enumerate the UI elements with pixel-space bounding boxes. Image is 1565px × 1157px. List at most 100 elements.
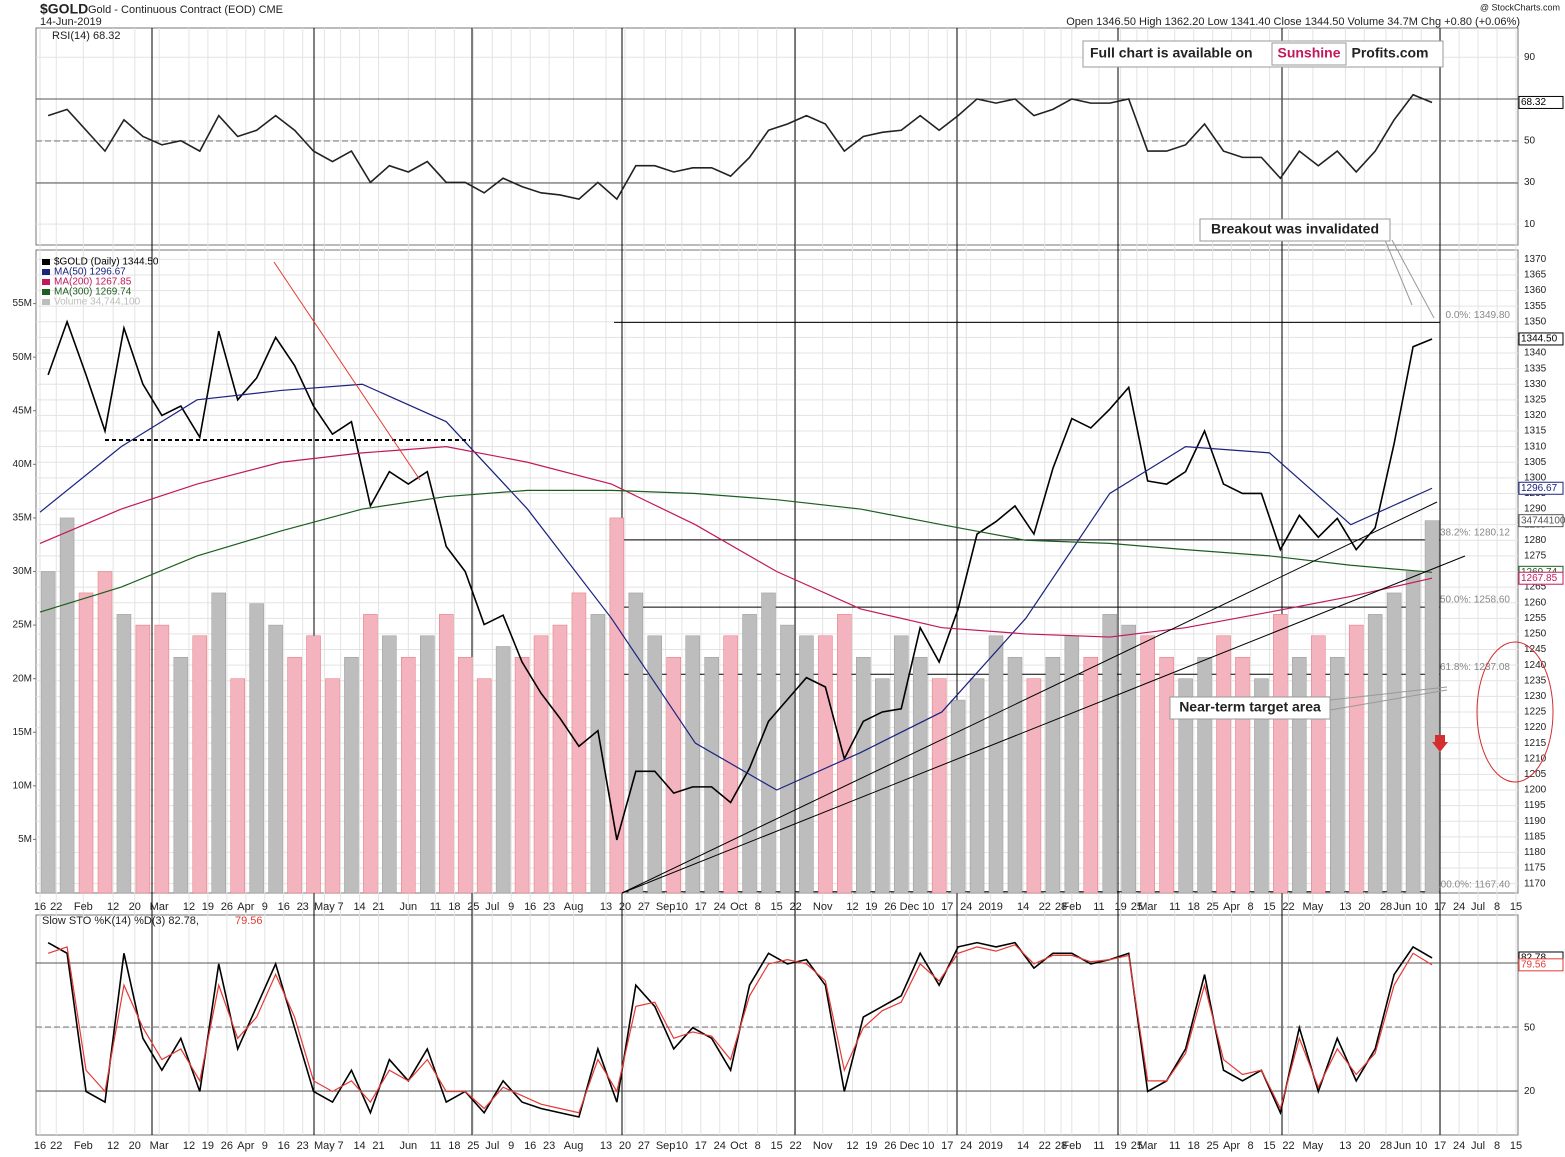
x-tick-label: 11 (1169, 1140, 1180, 1152)
value-tag (1518, 514, 1564, 528)
volume-bar (856, 656, 871, 894)
fib-label: 38.2%: 1280.12 (1440, 528, 1510, 539)
x-tick-label: Jun (399, 901, 417, 913)
x-tick-label: 7 (338, 1140, 344, 1152)
x-tick-label: 12 (846, 1140, 858, 1152)
x-tick-label: 20 (129, 1140, 141, 1152)
x-tick-label: 15 (1510, 1140, 1522, 1152)
x-tick-label: 14 (353, 901, 365, 913)
volume-bar (59, 517, 75, 894)
banner-box (1082, 40, 1444, 68)
volume-bar (590, 614, 606, 894)
x-tick-label: May (1302, 901, 1323, 913)
x-tick-label: 24 (714, 901, 726, 913)
x-tick-label: 17 (941, 1140, 953, 1152)
y-tick-label: 1195 (1524, 800, 1546, 811)
x-tick-label: 20 (619, 901, 631, 913)
x-tick-label: 13 (1339, 1140, 1351, 1152)
x-tick-label: 25 (1131, 1140, 1143, 1152)
y-tick-label: 1325 (1524, 394, 1547, 405)
x-tick-label: 12 (107, 901, 119, 913)
y-tick-label: 50 (1524, 1022, 1536, 1033)
drawings: Breakout was invalidated Near-term targe… (105, 40, 1554, 894)
volume-bar (893, 635, 909, 894)
x-tick-label: 25 (467, 1140, 479, 1152)
volume-bar (533, 635, 549, 894)
volume-bar (135, 624, 151, 894)
value-tag-label: 79.56 (1521, 959, 1546, 970)
callout-line (1384, 239, 1413, 306)
x-tick-label: 20 (129, 901, 141, 913)
volume-bar (1045, 656, 1061, 894)
volume-bar (1386, 592, 1402, 894)
callout-box (1169, 696, 1331, 720)
x-tick-label: 14 (1017, 1140, 1029, 1152)
y-tick-label: 1230 (1524, 691, 1547, 702)
x-tick-label: Jul (485, 1140, 499, 1152)
y-tick-label: 1315 (1524, 426, 1547, 437)
x-tick-label: 16 (278, 1140, 290, 1152)
y-tick-label: 1320 (1524, 410, 1547, 421)
value-tag-label: 1296.67 (1521, 483, 1558, 494)
fib-label: 50.0%: 1258.60 (1440, 595, 1510, 606)
x-tick-label: 18 (1188, 1140, 1200, 1152)
x-tick-label: May (314, 1140, 335, 1152)
volume-bar (1273, 614, 1288, 894)
x-tick-label: 17 (695, 1140, 707, 1152)
volume-bar (192, 635, 208, 894)
x-tick-label: Mar (1138, 1140, 1157, 1152)
sto-title: Slow STO %K(14) %D(3) 82.78, (42, 915, 199, 927)
x-tick-label: Aug (564, 901, 584, 913)
y-tick-label: 1185 (1524, 831, 1546, 842)
volume-bar (1311, 635, 1326, 894)
value-tag (1518, 958, 1564, 972)
x-tick-label: 27 (638, 1140, 650, 1152)
x-tick-label: 12 (107, 1140, 119, 1152)
x-tick-label: 8 (1494, 901, 1500, 913)
x-tick-label: 27 (638, 901, 650, 913)
x-tick-label: 22 (1282, 1140, 1294, 1152)
x-tick-label: 7 (338, 901, 344, 913)
brand: Sunshine (1277, 45, 1340, 61)
x-tick-label: 8 (1248, 901, 1254, 913)
volume-bar (818, 635, 833, 894)
y-tick-label: 1180 (1524, 847, 1546, 858)
volume-bar (571, 592, 587, 894)
x-tick-label: Dec (900, 1140, 920, 1152)
y-tick-label: 1300 (1524, 472, 1547, 483)
volume-bar (799, 635, 814, 894)
volume-bar (154, 624, 170, 894)
x-tick-label: May (1302, 1140, 1323, 1152)
volume-bar (1330, 656, 1345, 894)
x-tick-label: Feb (74, 901, 93, 913)
x-tick-label: 14 (353, 1140, 365, 1152)
y-tick-label: 1240 (1524, 660, 1547, 671)
volume-bar (931, 678, 947, 894)
y2-tick-label: 25M (13, 620, 32, 631)
volume-bar (457, 656, 473, 894)
series-line (47, 93, 1433, 201)
x-tick-label: 19 (1114, 901, 1126, 913)
x-tick-label: 11 (430, 1140, 441, 1152)
volume-bar (1159, 656, 1174, 894)
volume-bar (420, 635, 435, 894)
x-tick-label: 11 (1093, 1140, 1104, 1152)
x-tick-label: 12 (846, 901, 858, 913)
x-tick-label: 24 (714, 1140, 726, 1152)
volume-bar (666, 656, 681, 894)
symbol: $GOLD (40, 1, 88, 17)
y2-tick-label: 10M (13, 780, 32, 791)
x-tick-label: 24 (1453, 1140, 1465, 1152)
volume-bar (1026, 678, 1042, 894)
legend-label: $GOLD (Daily) 1344.50 (54, 257, 159, 268)
volume-bar (912, 656, 928, 894)
x-tick-label: 26 (884, 901, 896, 913)
volume-bar (514, 656, 530, 894)
volume-bar (723, 635, 738, 894)
x-tick-label: 19 (1114, 1140, 1126, 1152)
x-tick-label: Jul (1471, 1140, 1485, 1152)
y-tick-label: 1245 (1524, 644, 1547, 655)
x-tick-label: 28 (1055, 1140, 1067, 1152)
x-tick-label: 21 (372, 901, 384, 913)
y2-tick-label: 45M (13, 405, 32, 416)
